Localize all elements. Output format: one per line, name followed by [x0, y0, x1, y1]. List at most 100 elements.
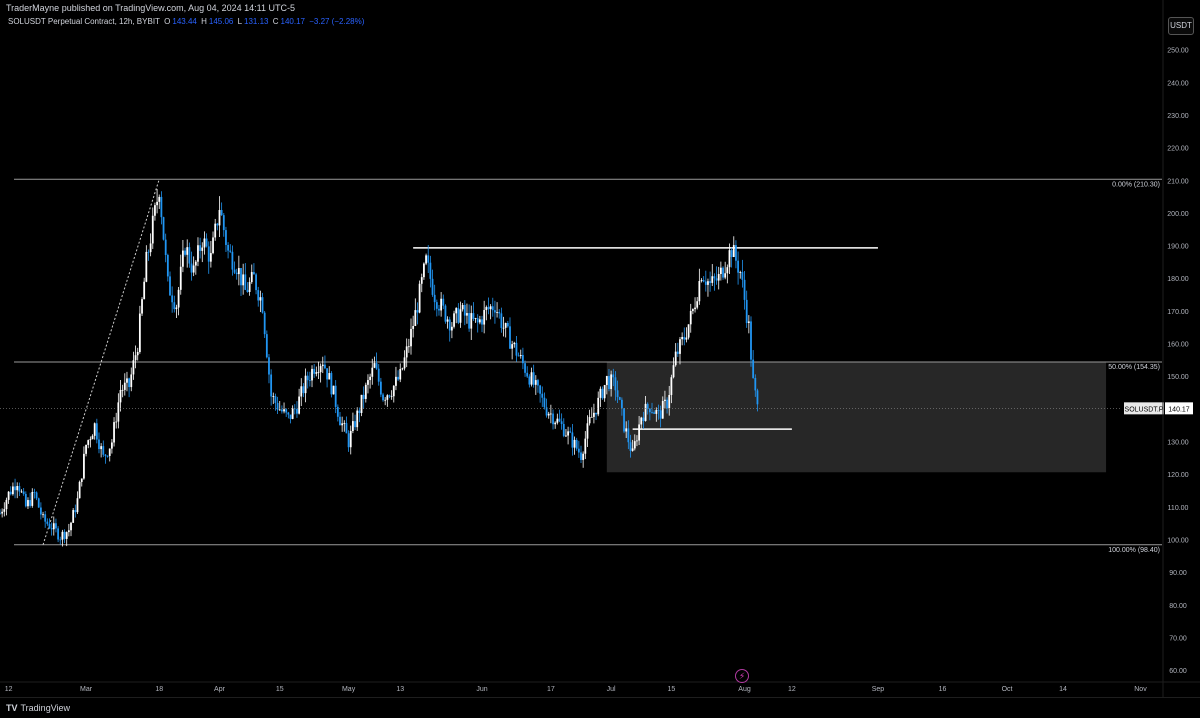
candle-body [265, 334, 268, 358]
candle-body [291, 408, 294, 419]
candle-body [694, 307, 696, 310]
candle-body [498, 312, 501, 314]
candle-body [102, 446, 105, 455]
candle-body [519, 355, 522, 357]
candle-body [543, 397, 546, 408]
candle-body [655, 410, 658, 414]
candle-body [567, 431, 569, 436]
candle-body [597, 397, 600, 415]
y-tick-label: 250.00 [1167, 48, 1189, 55]
candle-body [259, 297, 262, 301]
candle-body [425, 255, 427, 264]
candle-body [141, 299, 143, 314]
candle-body [618, 397, 621, 400]
candle-body [700, 280, 703, 282]
candle-body [410, 328, 412, 347]
candle-body [154, 205, 156, 216]
candle-body [347, 433, 350, 448]
candle-body [27, 500, 29, 507]
candle-body [57, 528, 59, 540]
candle-body [502, 327, 505, 329]
price-chart[interactable]: 0.00% (210.30) 50.00% (154.35) 100.00% (98… [0, 0, 1200, 697]
candle-body [646, 403, 649, 409]
candle-body [752, 359, 755, 378]
candle-body [423, 263, 425, 278]
candle-body [356, 410, 359, 428]
candle-body [631, 448, 634, 451]
demand-zone[interactable] [606, 362, 1107, 473]
candle-body [685, 337, 688, 340]
tradingview-logo[interactable]: TV TradingView [6, 703, 70, 713]
candle-body [324, 364, 326, 369]
candle-body [745, 299, 748, 323]
symbol-name[interactable]: SOLUSDT Perpetual Contract, 12h, BYBIT [8, 17, 160, 26]
candle-body [532, 372, 535, 385]
candle-body [728, 250, 731, 268]
y-tick-label: 170.00 [1167, 309, 1189, 316]
x-tick-label: Jul [607, 686, 616, 693]
candle-body [24, 493, 27, 507]
candle-body [691, 309, 694, 311]
candle-body [711, 276, 714, 283]
candle-body [756, 390, 759, 405]
candle-body [74, 510, 77, 513]
candle-body [584, 438, 587, 454]
y-tick-label: 200.00 [1167, 211, 1189, 218]
candle-body [83, 453, 85, 479]
candle-body [130, 374, 133, 388]
candle-body [483, 310, 486, 325]
high-value: 145.06 [208, 17, 234, 26]
y-tick-label: 210.00 [1167, 178, 1189, 185]
candle-body [513, 342, 516, 345]
candle-body [620, 399, 623, 409]
y-tick-label: 60.00 [1169, 668, 1187, 675]
candle-body [549, 413, 552, 415]
candle-body [244, 274, 247, 290]
candle-body [379, 381, 382, 395]
tv-icon: TV [6, 703, 18, 713]
candle-body [147, 251, 150, 253]
candle-body [352, 421, 354, 432]
candle-body [184, 250, 186, 255]
candle-body [336, 406, 339, 417]
candle-body [9, 491, 12, 495]
candle-body [308, 380, 311, 381]
candle-body [590, 416, 593, 418]
candle-body [522, 355, 524, 364]
candle-body [444, 305, 447, 322]
candle-body [382, 394, 384, 401]
candle-body [754, 377, 757, 391]
candle-body [552, 413, 554, 425]
candle-body [18, 486, 21, 492]
candle-body [565, 435, 567, 437]
candle-body [605, 376, 608, 386]
candle-body [403, 357, 406, 369]
candle-body [741, 272, 744, 280]
currency-button[interactable]: USDT [1168, 17, 1194, 35]
x-tick-label: Mar [80, 686, 93, 693]
lightning-icon[interactable]: ⚡ [735, 669, 749, 683]
high-label: H [201, 17, 207, 26]
candle-body [369, 376, 372, 381]
candle-body [138, 313, 141, 353]
candle-body [334, 385, 337, 407]
candle-body [272, 396, 275, 398]
x-tick-label: May [342, 686, 356, 693]
candle-body [126, 378, 128, 383]
candle-body [601, 388, 604, 399]
candle-body [119, 390, 122, 403]
candle-body [328, 373, 331, 380]
candle-body [633, 441, 636, 449]
candle-body [220, 210, 223, 216]
candle-body [257, 290, 260, 301]
x-tick-label: Sep [872, 686, 885, 693]
candle-body [16, 486, 19, 491]
candle-body [668, 394, 671, 409]
candle-body [487, 307, 490, 310]
candle-body [674, 351, 677, 366]
candle-body [93, 423, 96, 436]
candle-body [509, 326, 511, 349]
candle-body [169, 276, 171, 296]
candle-body [188, 247, 191, 264]
candle-body [222, 215, 225, 231]
